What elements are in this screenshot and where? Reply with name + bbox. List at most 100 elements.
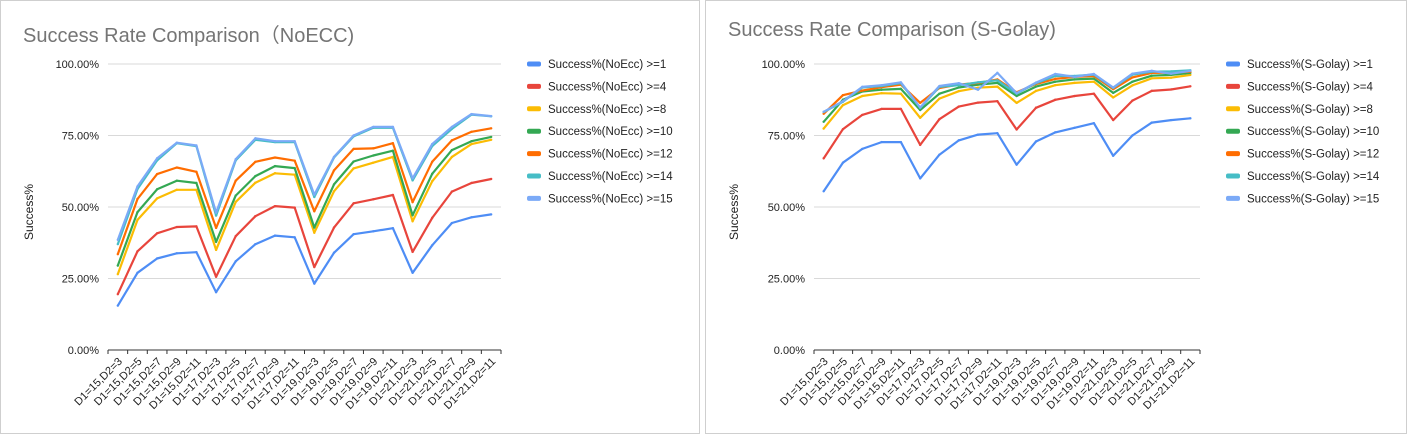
data-point	[1111, 118, 1115, 122]
data-point	[136, 210, 139, 214]
data-point	[1131, 84, 1134, 87]
legend-entry: Success%(S-Golay) >=15	[1247, 193, 1379, 205]
legend-entry: Success%(NoEcc) >=10	[548, 126, 673, 138]
data-point	[918, 108, 922, 112]
data-point	[861, 89, 864, 92]
data-point	[332, 169, 336, 172]
data-point	[899, 140, 903, 144]
data-point	[470, 112, 473, 116]
data-point	[411, 200, 414, 204]
data-point	[822, 120, 825, 123]
data-point	[880, 107, 883, 111]
data-point	[372, 147, 375, 150]
data-point	[957, 86, 960, 89]
data-point	[450, 148, 454, 152]
y-tick-label: 25.00%	[62, 274, 100, 286]
y-tick-label: 0.00%	[68, 345, 99, 357]
data-point	[411, 220, 414, 223]
data-point	[254, 242, 257, 246]
data-point	[155, 257, 159, 260]
data-point	[254, 160, 257, 164]
legend-entry: Success%(NoEcc) >=4	[548, 81, 667, 93]
data-point	[841, 128, 845, 131]
data-point	[1092, 77, 1096, 80]
data-point	[1150, 69, 1153, 73]
data-point	[313, 231, 316, 234]
data-point	[234, 179, 237, 182]
data-point	[372, 230, 375, 233]
data-point	[391, 125, 395, 129]
data-point	[352, 232, 355, 236]
data-point	[116, 238, 120, 242]
data-point	[938, 92, 941, 95]
series-line	[116, 138, 492, 275]
data-point	[1131, 76, 1134, 79]
data-point	[116, 273, 120, 276]
data-point	[1189, 69, 1192, 73]
data-point	[293, 206, 296, 209]
data-point	[899, 92, 903, 95]
data-point	[470, 216, 473, 219]
data-point	[450, 155, 454, 159]
data-point	[489, 135, 493, 139]
data-point	[136, 250, 139, 253]
y-axis-label: Success%	[22, 184, 36, 240]
data-point	[195, 188, 198, 192]
data-point	[938, 97, 941, 100]
legend-entry: Success%(NoEcc) >=15	[548, 193, 673, 205]
data-point	[155, 172, 159, 176]
data-point	[332, 190, 336, 193]
data-point	[1150, 74, 1153, 77]
data-point	[273, 204, 277, 208]
data-point	[116, 252, 120, 256]
data-point	[431, 160, 434, 164]
data-point	[1073, 126, 1076, 129]
data-point	[918, 143, 922, 147]
chart-panel-noecc: Success Rate Comparison（NoECC) 0.00% 25.0…	[0, 0, 700, 434]
data-point	[861, 147, 864, 151]
data-point	[938, 84, 941, 88]
data-point	[1034, 89, 1038, 93]
chart-panel-sgolay: Success Rate Comparison (S-Golay) 0.00% 2…	[705, 0, 1407, 434]
data-point	[313, 193, 316, 196]
legend-swatch	[527, 151, 541, 157]
data-point	[214, 214, 218, 217]
data-point	[175, 188, 178, 192]
data-point	[957, 89, 960, 93]
data-point	[1034, 85, 1038, 88]
data-point	[1015, 91, 1018, 95]
data-point	[957, 139, 960, 142]
y-tick-label: 50.00%	[768, 202, 806, 214]
data-point	[411, 214, 414, 217]
legend-entry: Success%(S-Golay) >=14	[1247, 171, 1380, 183]
data-point	[214, 248, 218, 252]
data-point	[234, 260, 237, 263]
data-point	[1015, 128, 1018, 131]
data-point	[1092, 80, 1096, 83]
series-line	[822, 71, 1191, 123]
data-point	[214, 226, 218, 230]
data-point	[1189, 85, 1192, 88]
legend-entry: Success%(NoEcc) >=12	[548, 149, 673, 161]
legend-swatch	[1226, 195, 1240, 201]
legend-swatch	[527, 173, 541, 179]
data-point	[332, 155, 336, 159]
data-point	[918, 116, 922, 119]
legend-entry: Success%(NoEcc) >=14	[548, 171, 673, 183]
data-point	[273, 172, 277, 175]
series-line	[116, 113, 492, 245]
data-point	[411, 271, 414, 274]
data-point	[470, 142, 473, 146]
legend-swatch	[1226, 106, 1240, 112]
data-point	[976, 81, 980, 84]
data-point	[1150, 77, 1153, 80]
data-point	[136, 218, 139, 222]
data-point	[214, 240, 218, 244]
legend-swatch	[527, 195, 541, 201]
y-tick-label: 100.00%	[762, 59, 806, 71]
data-point	[431, 172, 434, 176]
data-point	[391, 193, 395, 197]
data-point	[1169, 70, 1173, 73]
data-point	[996, 71, 999, 75]
data-point	[214, 291, 218, 294]
